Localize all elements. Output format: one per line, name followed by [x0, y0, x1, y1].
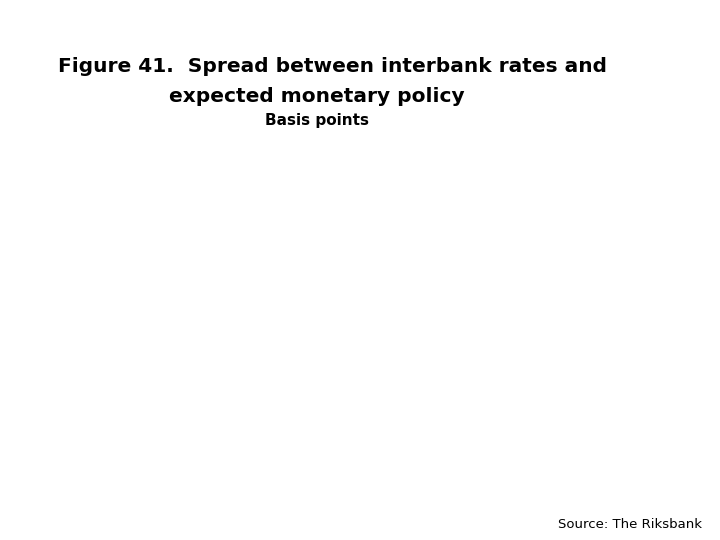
- Text: RIKSBANK: RIKSBANK: [649, 80, 686, 85]
- Text: Figure 41.  Spread between interbank rates and: Figure 41. Spread between interbank rate…: [58, 57, 606, 76]
- Text: expected monetary policy: expected monetary policy: [169, 87, 464, 106]
- Text: Basis points: Basis points: [265, 113, 369, 129]
- Text: Source: The Riksbank: Source: The Riksbank: [558, 518, 702, 531]
- Text: SVERIGES: SVERIGES: [650, 70, 685, 75]
